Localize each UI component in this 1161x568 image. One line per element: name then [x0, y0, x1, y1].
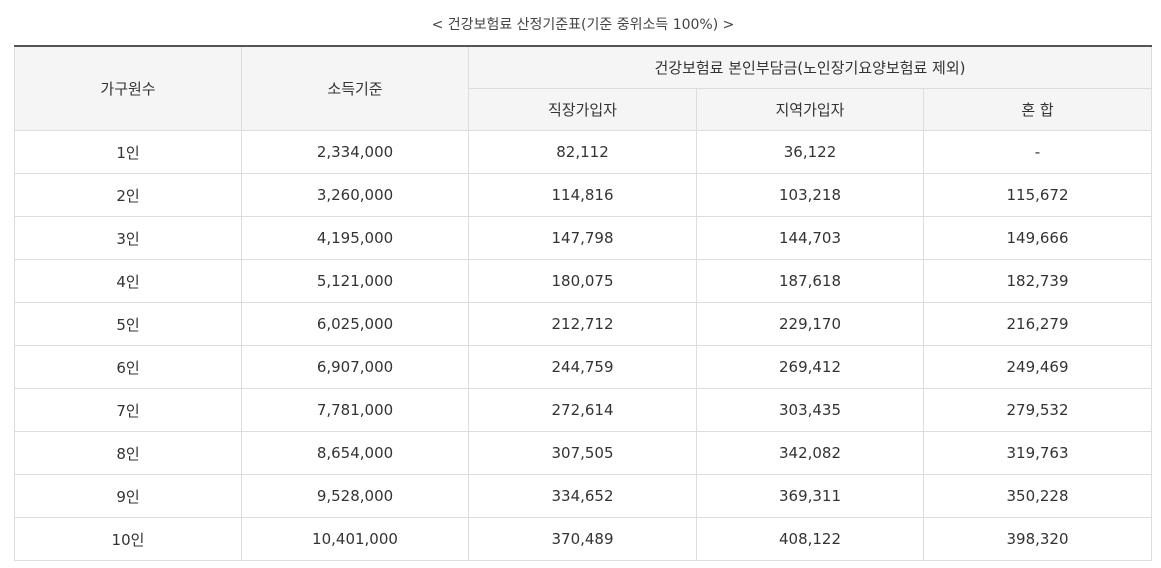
cell-income: 5,121,000 [241, 259, 469, 303]
cell-regional: 36,122 [696, 130, 924, 174]
cell-employee: 370,489 [468, 517, 697, 561]
table-row: 5인 6,025,000 212,712 229,170 216,279 [14, 302, 1152, 346]
table-row: 7인 7,781,000 272,614 303,435 279,532 [14, 388, 1152, 432]
cell-regional: 369,311 [696, 474, 924, 518]
cell-household: 6인 [14, 345, 242, 389]
table-row: 3인 4,195,000 147,798 144,703 149,666 [14, 216, 1152, 260]
cell-mixed: 319,763 [923, 431, 1152, 475]
cell-regional: 187,618 [696, 259, 924, 303]
cell-mixed: 350,228 [923, 474, 1152, 518]
cell-employee: 82,112 [468, 130, 697, 174]
header-row-top: 가구원수 소득기준 건강보험료 본인부담금(노인장기요양보험료 제외) [14, 46, 1152, 131]
cell-income: 3,260,000 [241, 173, 469, 217]
cell-household: 7인 [14, 388, 242, 432]
table-row: 8인 8,654,000 307,505 342,082 319,763 [14, 431, 1152, 475]
cell-employee: 180,075 [468, 259, 697, 303]
premium-standard-table: 가구원수 소득기준 건강보험료 본인부담금(노인장기요양보험료 제외) 직장가입… [14, 45, 1152, 561]
cell-regional: 103,218 [696, 173, 924, 217]
header-mixed: 혼 합 [923, 88, 1152, 131]
table-row: 4인 5,121,000 180,075 187,618 182,739 [14, 259, 1152, 303]
cell-regional: 229,170 [696, 302, 924, 346]
cell-mixed: 115,672 [923, 173, 1152, 217]
table-row: 1인 2,334,000 82,112 36,122 - [14, 130, 1152, 174]
cell-household: 3인 [14, 216, 242, 260]
table-row: 6인 6,907,000 244,759 269,412 249,469 [14, 345, 1152, 389]
table-row: 10인 10,401,000 370,489 408,122 398,320 [14, 517, 1152, 561]
cell-mixed: 149,666 [923, 216, 1152, 260]
cell-regional: 144,703 [696, 216, 924, 260]
cell-regional: 408,122 [696, 517, 924, 561]
cell-regional: 342,082 [696, 431, 924, 475]
cell-income: 6,025,000 [241, 302, 469, 346]
cell-employee: 147,798 [468, 216, 697, 260]
table-row: 2인 3,260,000 114,816 103,218 115,672 [14, 173, 1152, 217]
header-regional: 지역가입자 [696, 88, 924, 131]
table-row: 9인 9,528,000 334,652 369,311 350,228 [14, 474, 1152, 518]
cell-household: 10인 [14, 517, 242, 561]
cell-mixed: 216,279 [923, 302, 1152, 346]
cell-employee: 334,652 [468, 474, 697, 518]
cell-income: 7,781,000 [241, 388, 469, 432]
cell-income: 9,528,000 [241, 474, 469, 518]
cell-employee: 272,614 [468, 388, 697, 432]
cell-mixed: 249,469 [923, 345, 1152, 389]
header-income: 소득기준 [241, 46, 469, 131]
header-premium-group: 건강보험료 본인부담금(노인장기요양보험료 제외) [468, 46, 1152, 89]
cell-employee: 212,712 [468, 302, 697, 346]
cell-household: 1인 [14, 130, 242, 174]
table-caption: < 건강보험료 산정기준표(기준 중위소득 100%) > [431, 17, 735, 33]
cell-household: 8인 [14, 431, 242, 475]
cell-income: 10,401,000 [241, 517, 469, 561]
cell-household: 9인 [14, 474, 242, 518]
cell-income: 8,654,000 [241, 431, 469, 475]
header-household: 가구원수 [14, 46, 242, 131]
cell-income: 6,907,000 [241, 345, 469, 389]
header-employee: 직장가입자 [468, 88, 697, 131]
cell-employee: 244,759 [468, 345, 697, 389]
cell-household: 2인 [14, 173, 242, 217]
cell-mixed: - [923, 130, 1152, 174]
cell-mixed: 182,739 [923, 259, 1152, 303]
cell-regional: 303,435 [696, 388, 924, 432]
cell-mixed: 398,320 [923, 517, 1152, 561]
header-row-sub: 직장가입자 지역가입자 혼 합 [15, 88, 1152, 131]
cell-regional: 269,412 [696, 345, 924, 389]
cell-employee: 114,816 [468, 173, 697, 217]
cell-household: 5인 [14, 302, 242, 346]
cell-employee: 307,505 [468, 431, 697, 475]
cell-income: 4,195,000 [241, 216, 469, 260]
cell-household: 4인 [14, 259, 242, 303]
cell-income: 2,334,000 [241, 130, 469, 174]
cell-mixed: 279,532 [923, 388, 1152, 432]
